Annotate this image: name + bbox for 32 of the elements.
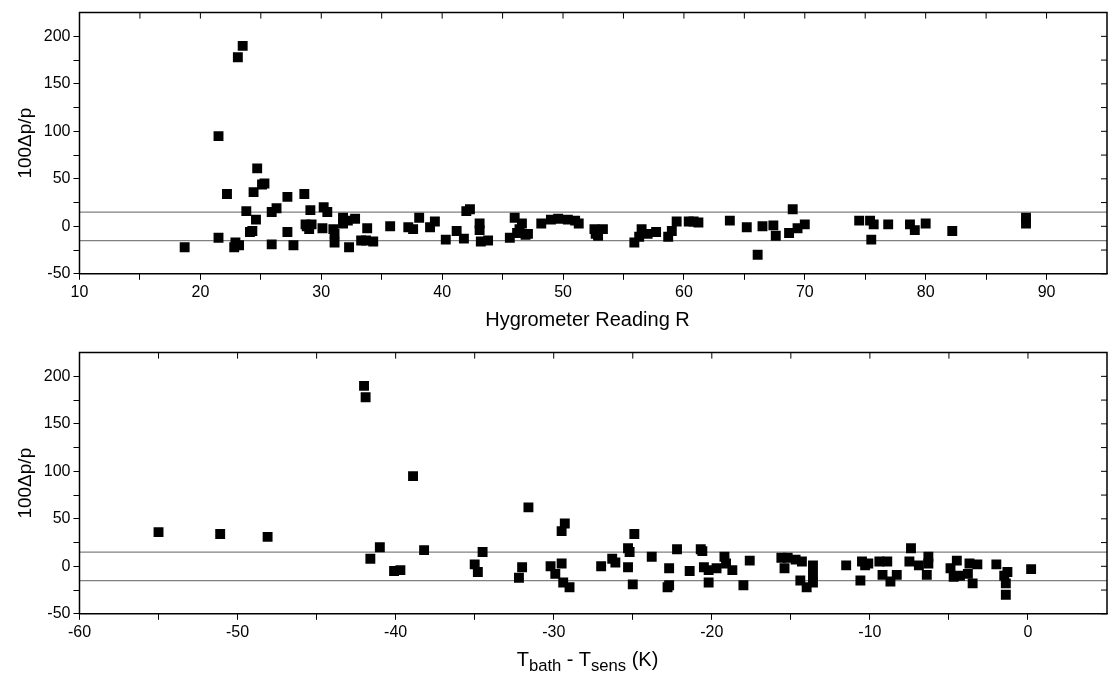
y-tick-label: 100 (43, 121, 71, 139)
x-tick-label: -50 (226, 622, 250, 640)
x-tick-label: -30 (542, 622, 566, 640)
x-axis-title: Hygrometer Reading R (484, 308, 691, 331)
y-tick-label: 200 (43, 26, 71, 44)
y-tick-label: 50 (52, 169, 71, 187)
x-tick-label: -60 (67, 622, 92, 640)
x-tick-label: 90 (1037, 282, 1056, 300)
x-tick-label: -40 (384, 622, 408, 640)
y-tick-label: -50 (47, 604, 71, 622)
x-tick-label: 60 (675, 282, 693, 300)
x-tick-label: -20 (700, 622, 724, 640)
y-axis-title: 100Δp/p (13, 107, 35, 179)
y-tick-label: 100 (43, 461, 71, 479)
x-tick-label: 70 (795, 282, 814, 300)
y-tick-label: 0 (61, 556, 71, 574)
x-tick-label: 80 (916, 282, 935, 300)
x-tick-label: 0 (1023, 622, 1033, 640)
y-tick-label: 150 (43, 414, 71, 432)
x-tick-label: 40 (433, 282, 452, 300)
x-tick-label: 50 (554, 282, 573, 300)
y-tick-label: -50 (47, 264, 71, 282)
y-axis-title: 100Δp/p (13, 447, 35, 519)
x-axis-title: T$_{bath}$ - T$_{sens}$ (K) (515, 648, 660, 676)
y-tick-label: 50 (52, 509, 71, 527)
x-tick-label: 30 (312, 282, 331, 300)
y-tick-label: 200 (43, 366, 71, 384)
x-tick-label: -10 (858, 622, 882, 640)
y-tick-label: 150 (43, 74, 71, 92)
x-tick-label: 10 (70, 282, 89, 300)
x-tick-label: 20 (191, 282, 210, 300)
y-tick-label: 0 (61, 216, 71, 234)
